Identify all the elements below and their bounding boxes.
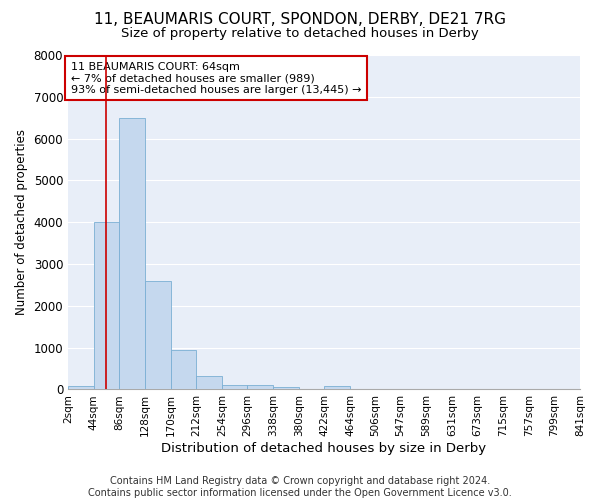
Bar [196, 376, 222, 390]
Bar [222, 385, 247, 390]
Text: Size of property relative to detached houses in Derby: Size of property relative to detached ho… [121, 28, 479, 40]
Bar [145, 281, 170, 390]
Text: 11 BEAUMARIS COURT: 64sqm
← 7% of detached houses are smaller (989)
93% of semi-: 11 BEAUMARIS COURT: 64sqm ← 7% of detach… [71, 62, 361, 95]
Bar [273, 386, 299, 390]
Bar [247, 386, 273, 390]
X-axis label: Distribution of detached houses by size in Derby: Distribution of detached houses by size … [161, 442, 487, 455]
Text: 11, BEAUMARIS COURT, SPONDON, DERBY, DE21 7RG: 11, BEAUMARIS COURT, SPONDON, DERBY, DE2… [94, 12, 506, 28]
Bar [68, 386, 94, 390]
Bar [325, 386, 350, 390]
Y-axis label: Number of detached properties: Number of detached properties [15, 129, 28, 315]
Text: Contains HM Land Registry data © Crown copyright and database right 2024.
Contai: Contains HM Land Registry data © Crown c… [88, 476, 512, 498]
Bar [170, 350, 196, 390]
Bar [119, 118, 145, 390]
Bar [94, 222, 119, 390]
